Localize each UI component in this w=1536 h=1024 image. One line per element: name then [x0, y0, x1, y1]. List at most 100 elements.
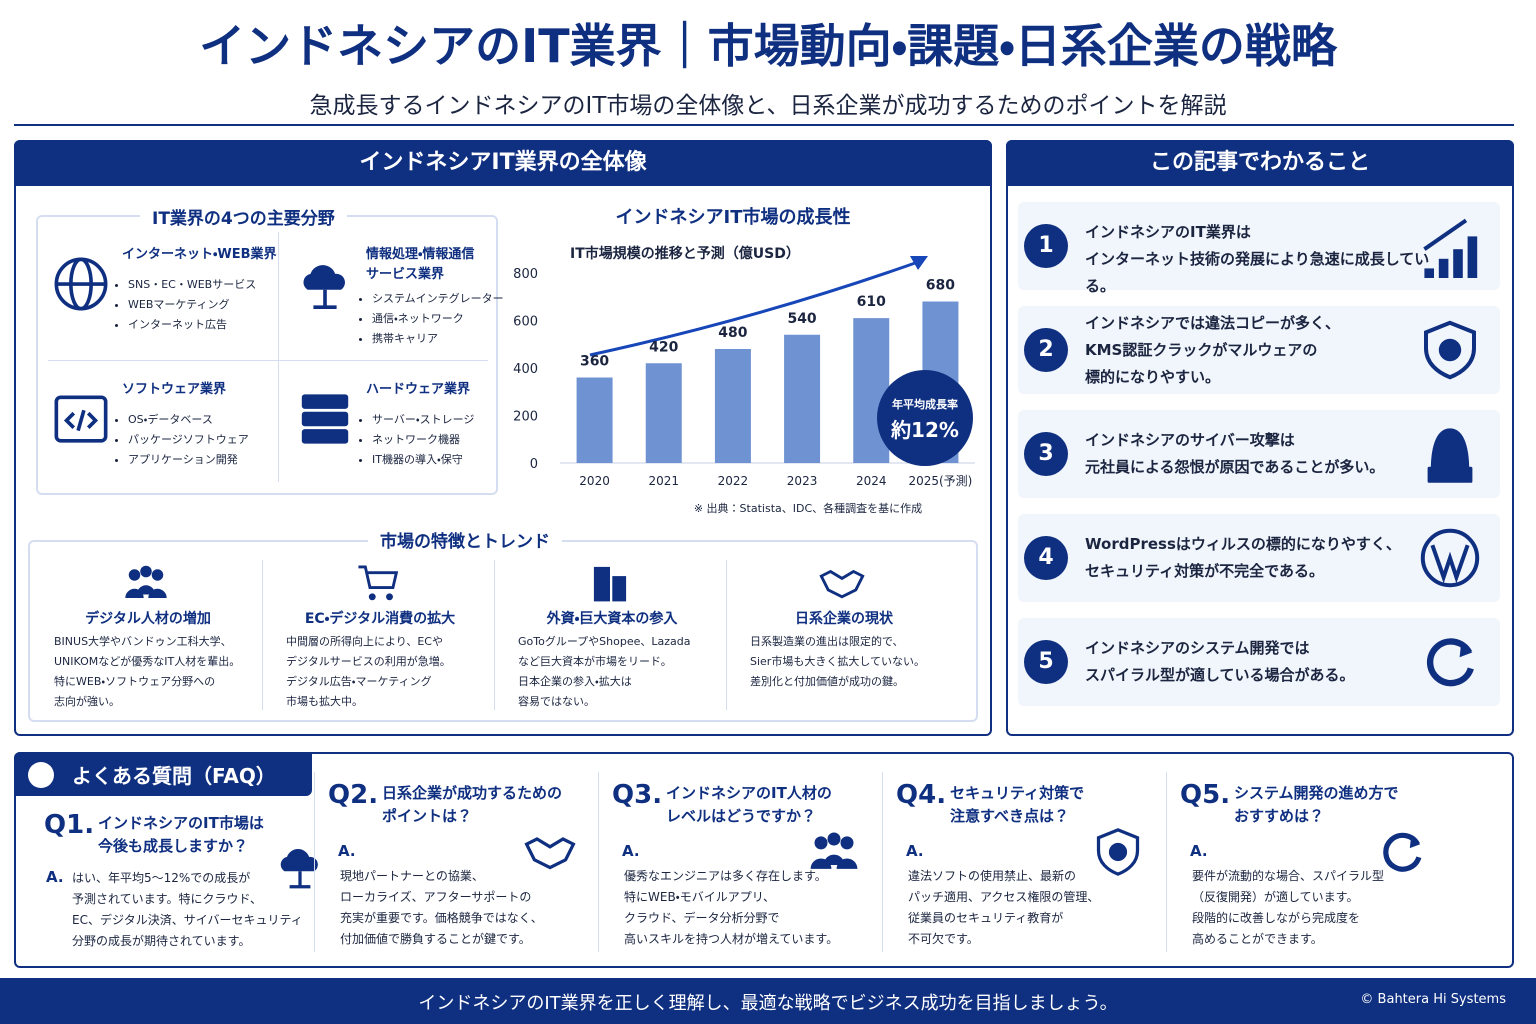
- icon-part: [54, 395, 108, 443]
- icon: [301, 394, 349, 444]
- icon-part: [1453, 249, 1463, 278]
- summary-text: インドネシアのIT業界は インターネット技術の発展により急速に成長している。: [1085, 223, 1430, 295]
- icon: [810, 832, 858, 869]
- summary-title: この記事でわかること: [1006, 140, 1514, 186]
- icon-part: [63, 409, 99, 432]
- faq-question: 日系企業が成功するための ポイントは？: [382, 784, 563, 825]
- faq-q-label: Q1.: [44, 810, 95, 840]
- faq-answer: 違法ソフトの使用禁止、最新の パッチ適用、アクセス権限の管理、 従業員のセキュリ…: [908, 869, 1100, 946]
- field-item: アプリケーション開発: [128, 450, 249, 470]
- summary-item: [1018, 410, 1500, 498]
- field-item: WEBマーケティング: [128, 295, 256, 315]
- faq-answer: 現地パートナーとの協業、 ローカライズ、アフターサポートの 充実が重要です。価格…: [340, 869, 543, 946]
- icon-part: [1420, 528, 1480, 588]
- icon: [1423, 218, 1478, 278]
- icon-part: [836, 858, 858, 869]
- icon-part: [840, 836, 854, 850]
- field-divider: [278, 232, 279, 482]
- summary-item: [1018, 618, 1500, 706]
- faq-question: システム開発の進め方で おすすめは？: [1234, 784, 1399, 825]
- field-item: SNS・EC・WEBサービス: [128, 275, 256, 295]
- icon-part: [368, 593, 376, 601]
- faq-a-label: A.: [906, 842, 924, 860]
- trend-text: 日系製造業の進出は限定的で、 Sier市場も大きく拡大していない。 差別化と付加…: [750, 635, 925, 688]
- trend-divider: [494, 560, 495, 710]
- field-item: IT機器の導入・保守: [372, 450, 474, 470]
- field-name: ソフトウェア業界: [122, 382, 227, 397]
- faq-answer: 要件が流動的な場合、スパイラル型 （反復開発）が適しています。 段階的に改善しな…: [1192, 869, 1385, 946]
- field-item: インターネット広告: [128, 315, 256, 335]
- subtitle: 急成長するインドネシアのIT市場の全体像と、日系企業が成功するためのポイントを解…: [309, 93, 1227, 119]
- faq-a-label: A.: [338, 842, 356, 860]
- icon-part: [1438, 338, 1462, 362]
- icon: [1383, 832, 1422, 872]
- icon-part: [814, 836, 828, 850]
- summary-item: [1018, 306, 1500, 394]
- faq-a-label: A.: [46, 868, 64, 886]
- icon-part: [1424, 320, 1476, 380]
- icon: [1427, 428, 1473, 483]
- icon: [54, 395, 108, 443]
- icon-part: [301, 394, 349, 409]
- field-item: サーバー・ストレージ: [372, 410, 474, 430]
- fields-title: IT業界の4つの主要分野: [140, 204, 347, 229]
- footer-message: インドネシアのIT業界を正しく理解し、最適な戦略でビジネス成功を目指しましょう。: [418, 993, 1118, 1014]
- trend-title: 日系企業の現状: [795, 611, 893, 627]
- field-item: 携帯キャリア: [372, 329, 504, 349]
- summary-number: 5: [1024, 640, 1068, 684]
- summary-number: 4: [1024, 536, 1068, 580]
- icon: [125, 565, 167, 598]
- icon-part: [301, 411, 349, 427]
- icon: [524, 837, 576, 870]
- icon: [1420, 528, 1480, 588]
- icon-part: [1427, 466, 1473, 483]
- divider: [14, 124, 1514, 126]
- icon: [593, 566, 627, 602]
- faq-divider: [1166, 772, 1167, 952]
- field-item: ネットワーク機器: [372, 430, 474, 450]
- icon-part: [827, 832, 841, 846]
- icon-part: [140, 565, 152, 578]
- faq-question: インドネシアのIT人材の レベルはどうですか？: [666, 784, 832, 825]
- icon: [280, 849, 318, 889]
- summary-text: インドネシアでは違法コピーが多く、 KMS認証クラックがマルウェアの 標的になり…: [1085, 313, 1341, 386]
- field-item: パッケージソフトウェア: [128, 430, 249, 450]
- field-item: OS・データベース: [128, 410, 249, 430]
- summary-number: 2: [1024, 328, 1068, 372]
- faq-a-label: A.: [622, 842, 640, 860]
- icon-part: [358, 565, 399, 590]
- main-title: インドネシアのIT業界｜市場動向・課題・日系企業の戦略: [199, 19, 1337, 73]
- trend-title: デジタル人材の増加: [85, 611, 211, 627]
- faq-question: セキュリティ対策で 注意すべき点は？: [950, 784, 1085, 825]
- icon-part: [1383, 832, 1422, 872]
- faq-panel: [14, 752, 1514, 968]
- summary-item: [1018, 514, 1500, 602]
- faq-question: インドネシアのIT市場は 今後も成長しますか？: [98, 814, 264, 855]
- field-item: 通信・ネットワーク: [372, 309, 504, 329]
- icon: [1096, 828, 1140, 876]
- faq-tab: [14, 752, 312, 796]
- trend-title: 外資・巨大資本の参入: [546, 611, 678, 627]
- icon-part: [280, 849, 318, 872]
- icon-part: [819, 569, 865, 599]
- field-items: OS・データベースパッケージソフトウェアアプリケーション開発: [110, 410, 249, 470]
- icon-part: [1424, 268, 1434, 278]
- footer: [0, 978, 1536, 1024]
- summary-text: WordPressはウィルスの標的になりやすく、 セキュリティ対策が不完全である…: [1085, 535, 1401, 580]
- icon-part: [1430, 544, 1470, 584]
- field-name: ハードウェア業界: [366, 382, 471, 397]
- trend-divider: [262, 560, 263, 710]
- trend-divider: [726, 560, 727, 710]
- icon: [54, 257, 108, 311]
- icon-part: [303, 265, 345, 290]
- summary-item: [1018, 202, 1500, 290]
- icon-part: [593, 566, 610, 602]
- icon-part: [313, 289, 337, 310]
- icon: [819, 569, 865, 599]
- summary-number: 3: [1024, 432, 1068, 476]
- faq-divider: [882, 772, 883, 952]
- icon-part: [1423, 218, 1468, 251]
- faq-answer: はい、年平均5～12%での成長が 予測されています。特にクラウド、 EC、デジタ…: [72, 871, 303, 948]
- trend-text: BINUS大学やバンドゥン工科大学、 UNIKOMなどが優秀なIT人材を輩出。 …: [54, 635, 241, 708]
- icon-part: [1096, 828, 1140, 876]
